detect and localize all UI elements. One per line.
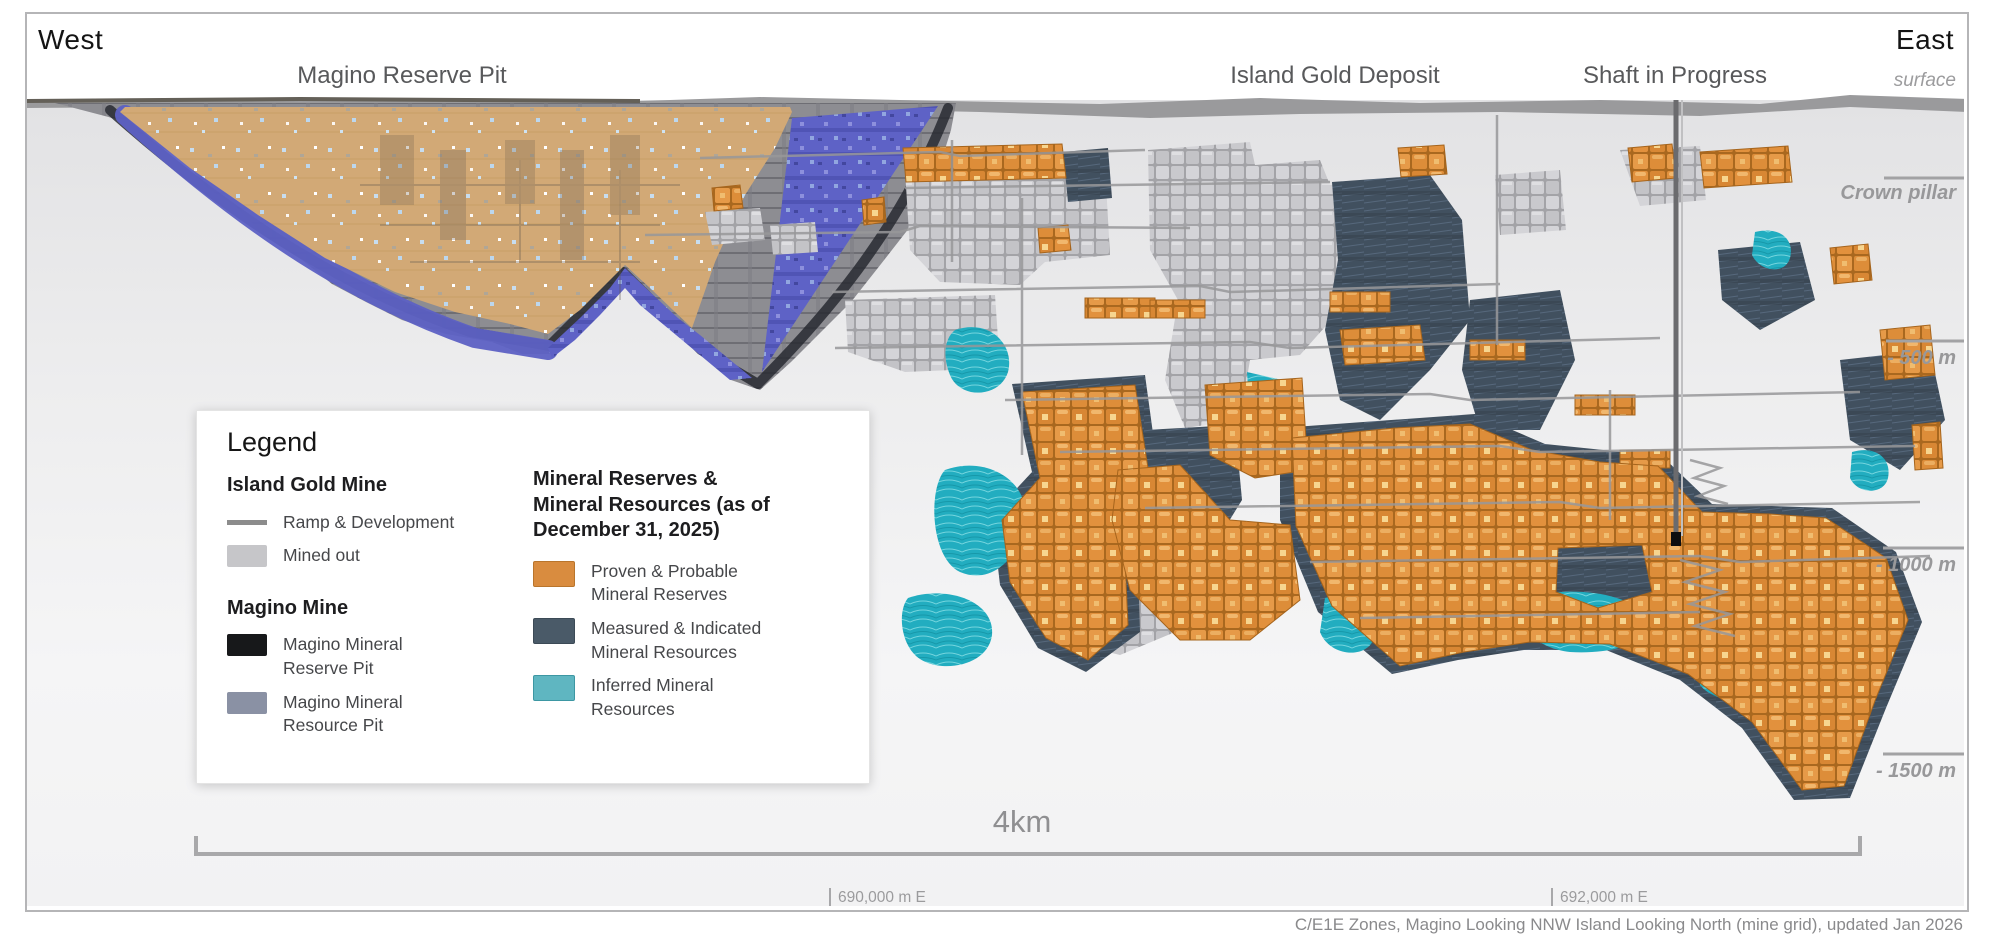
- ramp-line-swatch: [227, 519, 267, 525]
- magino-resource-swatch: [227, 691, 267, 714]
- west-label: West: [38, 24, 104, 55]
- depth-mark-500: - 500 m: [1887, 347, 1956, 369]
- depth-mark-1500: - 1500 m: [1875, 760, 1956, 782]
- shaft-line: [1671, 100, 1683, 546]
- legend-item-magino-resource-pit: Magino Mineral Resource Pit: [227, 691, 517, 738]
- legend-box: Legend Island Gold Mine Ramp & Developme…: [196, 410, 870, 784]
- proven-probable-reserves: [711, 143, 1944, 791]
- legend-section-island-gold: Island Gold Mine: [227, 474, 388, 496]
- legend-item-proven-probable: Proven & Probable Mineral Reserves: [533, 560, 833, 607]
- pit-ghost-structures: [360, 135, 680, 300]
- ramp-development-lines: [644, 115, 1931, 638]
- depth-gridlines: [1883, 176, 1964, 756]
- legend-section-reserves-resources: Mineral Reserves & Mineral Resources (as…: [533, 468, 770, 542]
- legend-title: Legend: [227, 427, 318, 457]
- magino-pit-label: Magino Reserve Pit: [297, 62, 507, 89]
- magino-reserve-swatch: [227, 634, 267, 657]
- easting-692000: 692,000 m E: [1560, 889, 1648, 906]
- surface-terrain: [27, 95, 1964, 118]
- east-label: East: [1895, 24, 1954, 55]
- legend-right-column: Mineral Reserves & Mineral Resources (as…: [533, 467, 833, 732]
- easting-690000: 690,000 m E: [838, 889, 926, 906]
- inferred-swatch: [533, 675, 575, 702]
- surface-label: surface: [1893, 70, 1956, 91]
- legend-item-magino-reserve-pit: Magino Mineral Reserve Pit: [227, 633, 517, 680]
- legend-item-inferred: Inferred Mineral Resources: [533, 674, 833, 721]
- legend-item-mined-out: Mined out: [227, 544, 517, 568]
- mined-out-swatch: [227, 545, 267, 568]
- legend-left-column: Island Gold Mine Ramp & Development Mine…: [227, 473, 517, 748]
- depth-mark-1000: - 1000 m: [1875, 554, 1956, 576]
- figure-caption: C/E1E Zones, Magino Looking NNW Island L…: [1294, 915, 1963, 934]
- crown-pillar-label: Crown pillar: [1840, 182, 1956, 204]
- scale-label: 4km: [992, 804, 1052, 839]
- legend-item-ramp: Ramp & Development: [227, 511, 517, 535]
- scale-bar: [194, 836, 1862, 856]
- legend-section-magino: Magino Mine: [227, 596, 349, 619]
- island-gold-label: Island Gold Deposit: [1230, 62, 1440, 89]
- easting-ticks: [829, 888, 1553, 906]
- shaft-label: Shaft in Progress: [1582, 62, 1768, 89]
- legend-item-measured-indicated: Measured & Indicated Mineral Resources: [533, 617, 833, 664]
- proven-probable-swatch: [533, 560, 575, 587]
- measured-indicated-swatch: [533, 618, 575, 645]
